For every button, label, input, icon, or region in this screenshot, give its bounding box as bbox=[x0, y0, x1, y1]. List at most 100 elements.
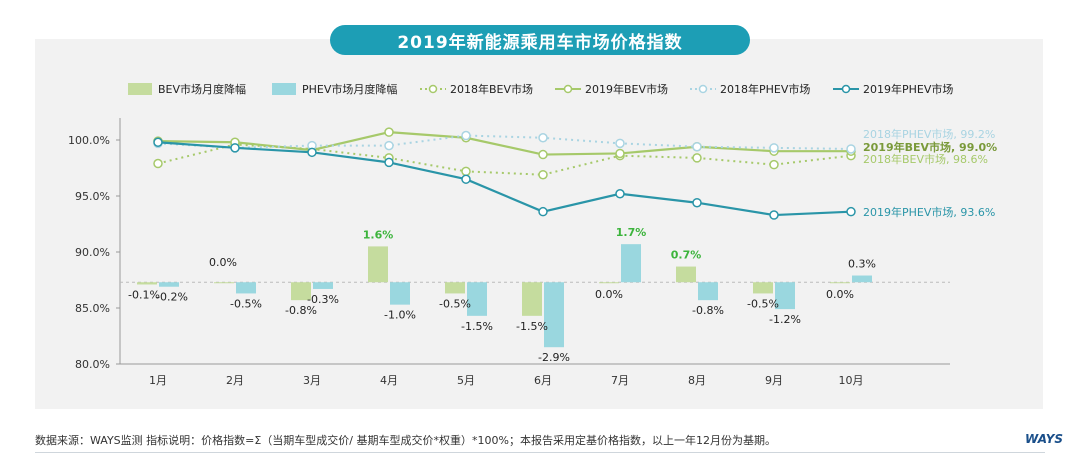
bar bbox=[753, 282, 773, 294]
bar bbox=[467, 282, 487, 316]
x-tick-label: 4月 bbox=[380, 374, 398, 387]
bar-label: -1.5% bbox=[461, 320, 493, 333]
series-end-label: 2018年PHEV市场, 99.2% bbox=[863, 127, 995, 141]
bar bbox=[313, 282, 333, 289]
legend-marker bbox=[563, 84, 573, 94]
series-point bbox=[461, 166, 471, 177]
bar bbox=[621, 244, 641, 283]
bar-label: -1.5% bbox=[516, 320, 548, 333]
lines bbox=[153, 127, 856, 220]
bar bbox=[775, 282, 795, 310]
bar bbox=[236, 282, 256, 294]
legend-label: 2019年BEV市场 bbox=[585, 82, 668, 96]
bar bbox=[522, 282, 542, 316]
chart-title: 2019年新能源乘用车市场价格指数 bbox=[330, 25, 750, 55]
series-point bbox=[846, 206, 856, 217]
bar bbox=[599, 282, 619, 284]
series-point bbox=[692, 153, 702, 163]
series-point bbox=[538, 133, 548, 143]
bar bbox=[368, 246, 388, 283]
legend-swatch bbox=[272, 83, 296, 95]
series-point bbox=[384, 157, 394, 168]
legend-label: 2018年BEV市场 bbox=[450, 82, 533, 96]
bar-label: 0.0% bbox=[826, 288, 854, 301]
legend-label: PHEV市场月度降幅 bbox=[302, 82, 397, 96]
bar-label: 1.7% bbox=[616, 226, 647, 239]
series-point bbox=[769, 210, 779, 220]
y-tick-label: 95.0% bbox=[75, 190, 110, 203]
legend-label: 2019年PHEV市场 bbox=[863, 82, 953, 96]
bar bbox=[544, 282, 564, 348]
bar-label: -1.2% bbox=[769, 313, 801, 326]
bar bbox=[291, 282, 311, 301]
x-tick-label: 9月 bbox=[765, 374, 783, 387]
series-point bbox=[153, 137, 163, 147]
series-point bbox=[615, 189, 625, 199]
series-point bbox=[692, 141, 702, 152]
series-point bbox=[230, 143, 240, 153]
series-point bbox=[615, 138, 625, 149]
y-tick-label: 90.0% bbox=[75, 246, 110, 259]
bar bbox=[852, 275, 872, 283]
series-point bbox=[538, 206, 548, 217]
bar-label: -0.8% bbox=[285, 304, 317, 317]
x-tick-label: 3月 bbox=[303, 374, 321, 387]
series-end-label: 2019年PHEV市场, 93.6% bbox=[863, 205, 995, 219]
bar bbox=[159, 282, 179, 287]
bar bbox=[214, 282, 234, 284]
ways-logo: WAYS bbox=[1025, 432, 1064, 446]
footer-note: 数据来源：WAYS监测 指标说明：价格指数=Σ（当期车型成交价/ 基期车型成交价… bbox=[35, 434, 776, 447]
legend-marker bbox=[428, 84, 438, 94]
series-line bbox=[157, 131, 851, 156]
series-point bbox=[615, 148, 625, 159]
y-tick-label: 85.0% bbox=[75, 302, 110, 315]
bar-label: -0.8% bbox=[692, 304, 724, 317]
series-point bbox=[461, 174, 471, 184]
bar bbox=[445, 282, 465, 294]
series-point bbox=[461, 130, 471, 141]
y-tick-label: 80.0% bbox=[75, 358, 110, 371]
series-point bbox=[307, 147, 317, 158]
legend-label: BEV市场月度降幅 bbox=[158, 82, 246, 96]
bar-label: 0.3% bbox=[848, 258, 876, 271]
bar-label: -0.5% bbox=[747, 297, 779, 310]
series-point bbox=[153, 158, 163, 169]
bar-label: -0.1% bbox=[128, 288, 160, 301]
bar-label: 0.7% bbox=[671, 249, 702, 262]
x-tick-label: 7月 bbox=[611, 374, 629, 387]
x-tick-label: 5月 bbox=[457, 374, 475, 387]
series-point bbox=[769, 143, 779, 153]
series-end-label: 2019年BEV市场, 99.0% bbox=[863, 140, 997, 154]
bar-label: 1.6% bbox=[363, 228, 394, 241]
x-tick-label: 1月 bbox=[149, 374, 167, 387]
bottom-divider bbox=[35, 452, 1045, 453]
legend-label: 2018年PHEV市场 bbox=[720, 82, 810, 96]
x-tick-label: 8月 bbox=[688, 374, 706, 387]
bar-label: -0.3% bbox=[307, 293, 339, 306]
axes: 100.0% 95.0% 90.0% 85.0% 80.0% 1月 2月 3月 4月 5月 6月 7月… bbox=[68, 118, 950, 387]
bar bbox=[390, 282, 410, 305]
bar bbox=[676, 266, 696, 283]
x-tick-label: 10月 bbox=[839, 374, 864, 387]
y-tick-label: 100.0% bbox=[68, 134, 110, 147]
bar-label: -1.0% bbox=[384, 309, 416, 322]
series-point bbox=[538, 169, 548, 180]
legend-marker bbox=[698, 84, 708, 94]
bar-label: -0.5% bbox=[230, 297, 262, 310]
bars bbox=[137, 244, 872, 348]
bar-label: 0.0% bbox=[209, 256, 237, 269]
series-end-label: 2018年BEV市场, 98.6% bbox=[863, 152, 988, 166]
bar-label: -0.2% bbox=[156, 291, 188, 304]
x-tick-label: 6月 bbox=[534, 374, 552, 387]
series-line bbox=[157, 141, 852, 217]
bar-label: -2.9% bbox=[538, 351, 570, 364]
series-point bbox=[384, 140, 394, 151]
legend: BEV市场月度降幅 PHEV市场月度降幅 2018年BEV市场 2019年BEV市场 2… bbox=[128, 82, 953, 96]
legend-marker bbox=[841, 84, 851, 94]
bar-label: -0.5% bbox=[439, 297, 471, 310]
bar-label: 0.0% bbox=[595, 288, 623, 301]
series-point bbox=[538, 149, 548, 160]
chart-panel bbox=[35, 39, 1043, 409]
x-tick-label: 2月 bbox=[226, 374, 244, 387]
